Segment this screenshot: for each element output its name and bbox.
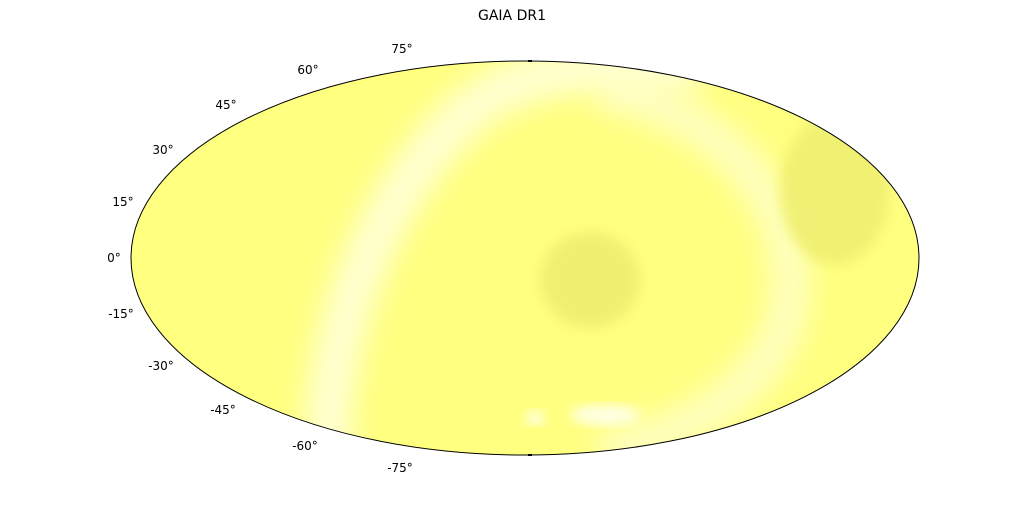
lat-label: -45° [210,403,236,417]
pale-patch-small [525,411,545,425]
lat-label: -75° [387,461,413,475]
lat-label: -60° [292,439,318,453]
lat-label: 0° [107,251,121,265]
lat-label: -15° [108,307,134,321]
lat-label: 15° [112,195,133,209]
lat-label: 45° [215,98,236,112]
lat-label: -30° [148,359,174,373]
map-outline [130,60,920,456]
lat-label: 30° [152,143,173,157]
latitude-labels: 75° 60° 45° 30° 15° 0° -15° -30° -45° -60° -75° [107,42,413,475]
pale-band-left [304,61,703,455]
shaded-region-right [780,115,890,265]
shaded-region-center [540,232,640,328]
map-title: GAIA DR1 [478,8,546,24]
lat-label: 75° [391,42,412,56]
pale-band-right [596,70,811,455]
density-map [131,61,919,455]
lat-label: 60° [297,63,318,77]
pale-patch-lower [570,405,640,425]
